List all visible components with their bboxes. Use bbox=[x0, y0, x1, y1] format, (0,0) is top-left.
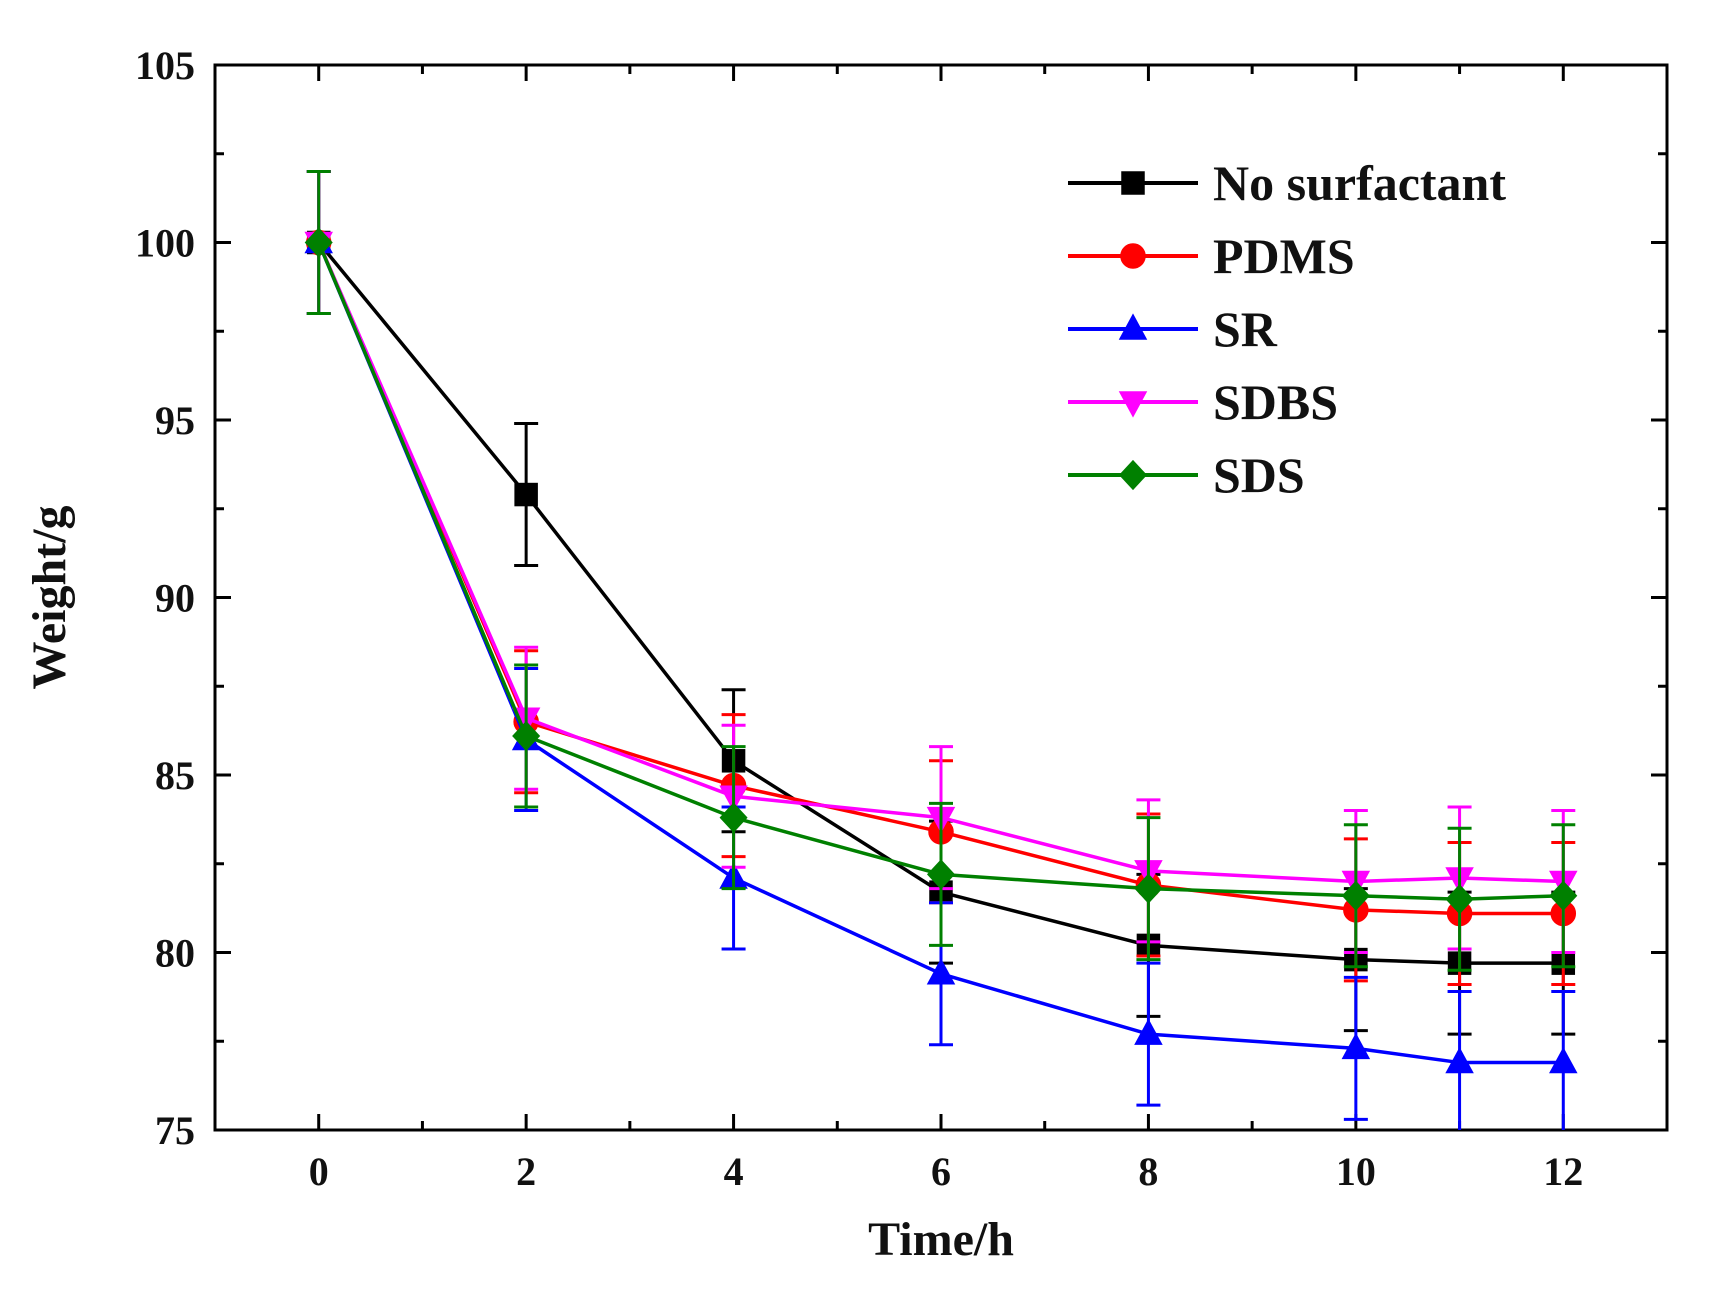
data-point bbox=[514, 482, 538, 507]
y-tick-label: 100 bbox=[135, 221, 195, 266]
series-line bbox=[317, 241, 1564, 901]
y-tick-label: 75 bbox=[155, 1108, 195, 1153]
data-point bbox=[512, 720, 541, 752]
series-line bbox=[317, 241, 1564, 884]
data-point bbox=[1341, 880, 1370, 911]
series-group bbox=[304, 170, 1578, 1130]
x-tick-label: 6 bbox=[931, 1149, 951, 1194]
data-point bbox=[926, 859, 956, 890]
legend-label: No surfactant bbox=[1213, 155, 1506, 211]
legend-label: SDS bbox=[1213, 447, 1305, 503]
data-point bbox=[1549, 880, 1578, 911]
data-point bbox=[1134, 1018, 1163, 1045]
legend-marker bbox=[1118, 313, 1148, 340]
x-tick-label: 0 bbox=[309, 1149, 329, 1194]
legend-marker bbox=[1120, 243, 1146, 269]
y-axis-title: Weight/g bbox=[23, 505, 76, 689]
legend-label: SR bbox=[1213, 301, 1278, 357]
x-tick-label: 12 bbox=[1543, 1149, 1583, 1194]
data-point bbox=[1341, 1032, 1371, 1060]
x-tick-label: 8 bbox=[1138, 1149, 1158, 1194]
data-point bbox=[1445, 884, 1474, 915]
legend-label: SDBS bbox=[1213, 374, 1338, 430]
series-line bbox=[317, 241, 1564, 965]
legend-label: PDMS bbox=[1213, 228, 1355, 284]
legend-marker bbox=[1121, 171, 1145, 195]
axis-ticks-group: 0 2 4 6 8 10 12 75 80 85 90 95 100 105 bbox=[135, 43, 1669, 1194]
data-point bbox=[1445, 1046, 1474, 1074]
y-tick-label: 90 bbox=[155, 576, 195, 621]
y-tick-label: 80 bbox=[155, 931, 195, 976]
y-tick-label: 105 bbox=[135, 43, 195, 88]
x-axis-title: Time/h bbox=[868, 1213, 1014, 1266]
x-tick-label: 4 bbox=[724, 1149, 744, 1194]
y-tick-label: 95 bbox=[155, 398, 195, 443]
legend-marker bbox=[1118, 391, 1148, 418]
legend-marker bbox=[1118, 459, 1148, 491]
x-tick-label: 2 bbox=[516, 1149, 536, 1194]
data-point bbox=[1549, 1046, 1578, 1074]
series-line bbox=[317, 241, 1564, 1065]
data-point bbox=[304, 227, 333, 258]
series-sds bbox=[304, 170, 1578, 972]
data-point bbox=[926, 958, 956, 985]
y-tick-label: 85 bbox=[155, 753, 195, 798]
x-tick-label: 10 bbox=[1336, 1149, 1376, 1194]
data-point bbox=[1134, 873, 1163, 904]
data-point bbox=[719, 802, 748, 833]
legend: No surfactant PDMS SR SDBS SDS bbox=[1068, 155, 1506, 503]
